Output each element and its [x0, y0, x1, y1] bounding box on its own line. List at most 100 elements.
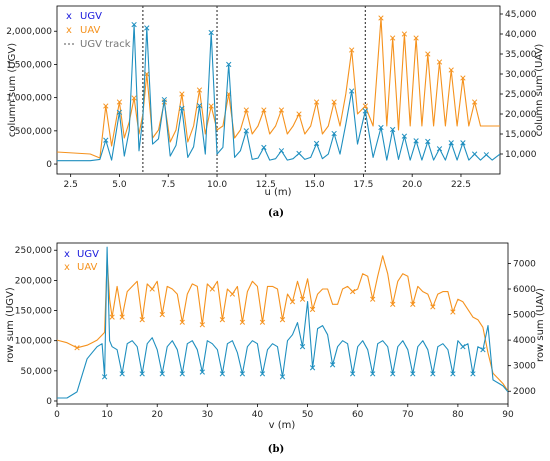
- b-ytick-left-label-2: 100,000: [15, 337, 52, 347]
- b-ugv-point-20: [159, 371, 165, 377]
- b-ugv-marker-b-58: [350, 371, 356, 377]
- a-ugv-marker-b-46: [349, 88, 355, 94]
- b-uav-marker-b-74: [430, 304, 436, 310]
- a-uav-marker-b-46: [349, 47, 355, 53]
- a-uav-point-62: [448, 67, 454, 73]
- legend-uav-marker: x: [66, 25, 72, 36]
- a-ugv-point-3: [103, 137, 109, 143]
- b-ytick-right-label-4: 6000: [513, 285, 536, 295]
- b-uav-marker-b-40: [259, 319, 266, 325]
- a-uav-point-31: [261, 107, 267, 113]
- b-ytick-left-label-1: 50,000: [21, 367, 53, 377]
- panel-a-xlabel: u (m): [264, 187, 291, 198]
- b-uav-point-50: [309, 306, 316, 313]
- panel-b-xlabel: v (m): [269, 420, 296, 431]
- b-uav-point-20: [159, 311, 165, 318]
- a-uav-marker-b-54: [401, 31, 408, 37]
- a-uav-point-37: [296, 111, 302, 117]
- b-uav-point-48: [299, 296, 306, 302]
- a-uav-point-46: [349, 47, 355, 53]
- b-ugv-point-48: [299, 344, 306, 350]
- b-ugv-marker-b-28: [199, 369, 205, 375]
- b-ugv-point-82: [470, 371, 476, 377]
- a-xtick-label-3: 10.0: [207, 180, 227, 190]
- a-ugv-marker-b-48: [362, 108, 368, 114]
- panel-b-plot-frame: [56, 242, 509, 405]
- a-ytick-right-label-0: 10,000: [505, 150, 537, 160]
- b-ugv-point-84: [480, 347, 486, 353]
- a-ytick-right-label-3: 25,000: [505, 90, 537, 100]
- b-ytick-right-label-2: 4000: [513, 336, 536, 346]
- b-ytick-right-label-1: 3000: [513, 362, 536, 372]
- a-ugv-marker-b-25: [226, 61, 232, 68]
- a-uav-point-64: [460, 75, 466, 81]
- a-ugv-point-25: [226, 61, 232, 68]
- a-uav-marker-b-64: [460, 75, 466, 81]
- b-ugv-point-62: [370, 371, 376, 377]
- a-ytick-left-label-4: 2,000,000: [6, 27, 52, 37]
- a-series-ugv-line: [57, 24, 501, 162]
- panel-a-legend: x UGV x UAV UGV track: [64, 11, 131, 50]
- a-uav-point-40: [313, 99, 320, 105]
- a-ugv-marker-b-22: [208, 29, 214, 36]
- b-series-uav-line: [56, 255, 509, 392]
- a-ytick-right-label-7: 45,000: [505, 10, 537, 20]
- a-xtick-label-1: 5.0: [112, 180, 127, 190]
- b-ugv-point-50: [309, 365, 316, 371]
- b-ugv-marker-b-74: [430, 371, 436, 377]
- a-xtick-label-8: 22.5: [451, 180, 471, 190]
- b-ugv-marker-b-62: [370, 371, 376, 377]
- a-ugv-point-62: [448, 140, 454, 146]
- b-series-ugv-line: [57, 246, 509, 399]
- b-ugv-marker-b-24: [179, 371, 185, 377]
- a-ugv-marker-b-54: [401, 133, 408, 139]
- b-xtick-label-0: 0: [54, 410, 60, 420]
- a-uav-marker-b-17: [179, 91, 185, 97]
- a-ugv-marker-b-34: [278, 148, 285, 154]
- b-uav-point-10: [109, 314, 115, 320]
- a-uav-point-48: [362, 103, 368, 109]
- a-ugv-point-14: [161, 96, 167, 103]
- legend-b-ugv-marker: x: [64, 249, 70, 260]
- b-ugv-marker-b-70: [410, 371, 416, 377]
- a-ytick-left-label-2: 1,000,000: [6, 94, 52, 104]
- legend-ugv-marker: x: [66, 11, 72, 22]
- b-ugv-point-7: [101, 374, 108, 380]
- b-uav-point-74: [430, 304, 436, 310]
- a-ugv-point-8: [131, 21, 137, 28]
- a-uav-point-58: [425, 51, 431, 57]
- b-ugv-marker-b-66: [390, 371, 396, 377]
- a-ugv-point-5: [116, 109, 123, 115]
- a-ugv-marker-b-20: [196, 102, 203, 109]
- b-uav-marker-b-46: [289, 299, 296, 305]
- b-uav-point-28: [199, 322, 205, 328]
- b-uav-marker-b-18: [149, 286, 155, 292]
- a-ugv-marker-b-11: [144, 25, 150, 31]
- b-uav-point-66: [390, 301, 396, 307]
- a-uav-marker-b-50: [378, 15, 384, 21]
- a-uav-point-52: [390, 35, 396, 41]
- b-uav-point-16: [139, 317, 145, 323]
- b-ytick-right-label-3: 5000: [513, 311, 536, 321]
- b-xtick-label-1: 10: [101, 410, 113, 420]
- a-ugv-marker-b-37: [296, 150, 302, 157]
- panel-a-ylabel-left: column sum (UGV): [7, 43, 18, 137]
- b-uav-point-70: [410, 301, 416, 307]
- a-ugv-point-66: [471, 151, 478, 157]
- a-uav-point-54: [401, 31, 408, 37]
- a-ugv-point-46: [349, 88, 355, 94]
- b-ugv-point-66: [390, 371, 396, 377]
- a-ugv-marker-b-5: [116, 109, 123, 115]
- b-uav-marker-b-34: [229, 291, 236, 297]
- b-uav-marker-b-12: [119, 314, 125, 320]
- b-uav-point-12: [119, 314, 125, 320]
- a-ugv-point-50: [378, 124, 384, 131]
- b-xtick-label-7: 70: [402, 410, 414, 420]
- panel-a-caption: (a): [268, 208, 284, 219]
- b-uav-marker-b-10: [109, 314, 115, 320]
- a-ugv-point-64: [460, 140, 466, 146]
- a-ugv-marker-b-64: [460, 140, 466, 146]
- legend-b-ugv-label: UGV: [77, 249, 99, 260]
- b-uav-point-2: [74, 345, 80, 351]
- b-ytick-right-label-5: 7000: [513, 259, 536, 269]
